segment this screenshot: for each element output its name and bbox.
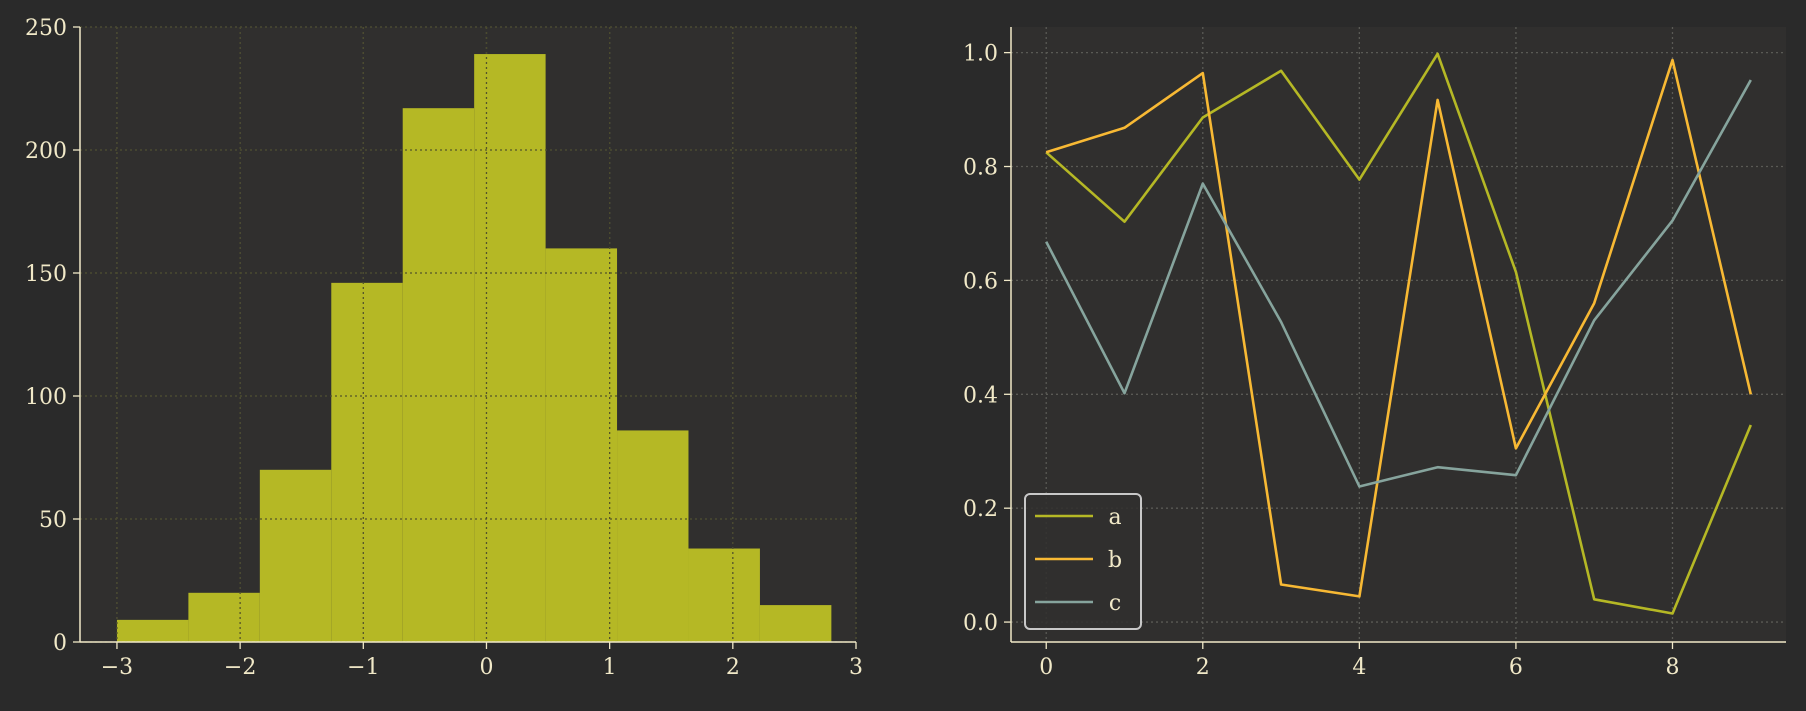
y-tick-label: 150 — [25, 262, 67, 287]
histogram-bar — [759, 605, 832, 642]
histogram-bar — [116, 619, 189, 642]
x-tick-label: −1 — [347, 655, 379, 680]
y-tick-label: 0.6 — [963, 269, 998, 294]
y-tick-label: 0.4 — [963, 383, 998, 408]
histogram-bar — [188, 592, 260, 642]
x-tick-label: 4 — [1352, 655, 1366, 680]
legend-label-b: b — [1108, 548, 1122, 573]
legend-label-c: c — [1109, 591, 1121, 616]
histogram-ticks: −3 −2 −1 0 1 2 3 0 50 100 150 200 250 — [25, 16, 863, 680]
histogram-axes — [79, 27, 856, 643]
y-tick-label: 0.8 — [963, 156, 998, 181]
line-grid — [1011, 27, 1786, 642]
y-tick-label: 250 — [25, 16, 67, 41]
legend: abc — [1024, 493, 1142, 630]
line-series-group — [1045, 52, 1753, 615]
x-tick-label: 8 — [1665, 655, 1679, 680]
y-tick-label: 0 — [53, 631, 67, 656]
y-tick-label: 0.2 — [963, 497, 998, 522]
histogram-bar — [331, 282, 403, 642]
legend-box — [1024, 493, 1142, 630]
y-tick-label: 100 — [25, 385, 67, 410]
series-line-b — [1045, 58, 1753, 598]
histogram-bar — [259, 469, 332, 642]
y-tick-label: 50 — [39, 508, 67, 533]
histogram-bar — [402, 108, 475, 643]
x-tick-label: 6 — [1509, 655, 1523, 680]
y-tick-label: 0.0 — [963, 611, 998, 636]
histogram-bar — [617, 430, 689, 642]
legend-label-a: a — [1108, 505, 1121, 530]
series-line-a — [1045, 52, 1753, 615]
line-chart: 0 2 4 6 8 0.0 0.2 0.4 0.6 0.8 1.0 abc — [963, 27, 1786, 680]
line-ticks: 0 2 4 6 8 0.0 0.2 0.4 0.6 0.8 1.0 — [963, 42, 1679, 680]
x-tick-label: 2 — [726, 655, 740, 680]
x-tick-label: 3 — [849, 655, 863, 680]
histogram-bar — [474, 54, 546, 643]
y-tick-label: 1.0 — [963, 42, 998, 67]
series-line-c — [1045, 79, 1752, 488]
x-tick-label: −3 — [101, 655, 133, 680]
x-tick-label: 2 — [1196, 655, 1210, 680]
line-axes — [1010, 27, 1786, 643]
histogram-chart: −3 −2 −1 0 1 2 3 0 50 100 150 200 250 — [25, 16, 863, 680]
y-tick-label: 200 — [25, 139, 67, 164]
x-tick-label: 0 — [479, 655, 493, 680]
x-tick-label: −2 — [224, 655, 256, 680]
histogram-bar — [688, 548, 760, 642]
x-tick-label: 1 — [603, 655, 617, 680]
histogram-bar — [545, 248, 618, 642]
x-tick-label: 0 — [1039, 655, 1053, 680]
